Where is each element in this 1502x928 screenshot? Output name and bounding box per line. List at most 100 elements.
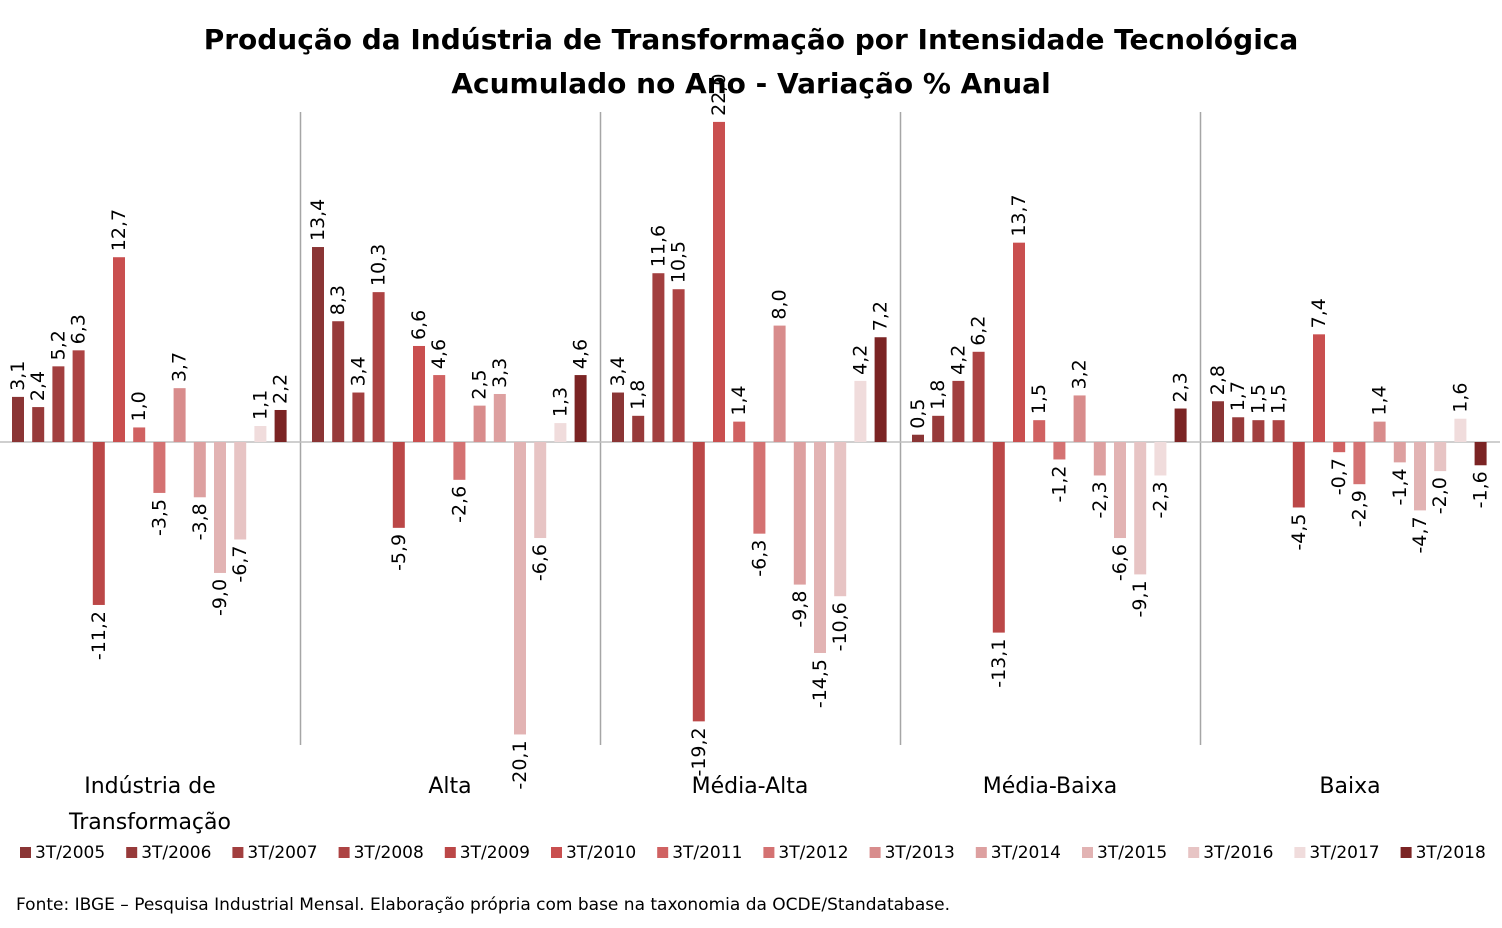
- data-label: 2,5: [469, 369, 491, 399]
- data-label: 3,4: [347, 356, 369, 386]
- legend-swatch: [126, 847, 137, 858]
- bar-3T-2011-1: [433, 375, 445, 442]
- data-label: -13,1: [988, 639, 1010, 688]
- legend-swatch: [445, 847, 456, 858]
- bar-3T-2014-4: [1394, 442, 1406, 462]
- bar-3T-2015-3: [1114, 442, 1126, 538]
- data-label: -2,3: [1149, 481, 1171, 518]
- bar-3T-2011-4: [1333, 442, 1345, 452]
- data-label: -1,2: [1048, 465, 1070, 502]
- bar-3T-2009-1: [393, 442, 405, 528]
- legend-label: 3T/2005: [35, 843, 105, 863]
- legend-swatch: [232, 847, 243, 858]
- category-label: Alta: [428, 774, 471, 799]
- bar-3T-2005-3: [912, 435, 924, 442]
- bar-3T-2011-2: [733, 422, 745, 442]
- data-label: -1,4: [1389, 468, 1411, 505]
- data-label: -9,1: [1129, 580, 1151, 617]
- data-label: -20,1: [509, 740, 531, 789]
- bar-3T-2015-0: [214, 442, 226, 573]
- bar-3T-2009-3: [993, 442, 1005, 633]
- data-label: 1,4: [1369, 385, 1391, 415]
- bar-3T-2018-1: [575, 375, 587, 442]
- bar-3T-2014-3: [1094, 442, 1106, 475]
- bar-3T-2012-1: [453, 442, 465, 480]
- bar-3T-2016-0: [234, 442, 246, 539]
- bar-3T-2013-1: [474, 406, 486, 442]
- bar-3T-2016-1: [534, 442, 546, 538]
- legend-label: 3T/2012: [778, 843, 848, 863]
- bar-3T-2008-0: [73, 350, 85, 442]
- data-label: 1,1: [249, 390, 271, 420]
- bar-3T-2015-2: [814, 442, 826, 653]
- data-label: 10,5: [668, 241, 690, 283]
- data-label: 4,2: [947, 345, 969, 375]
- data-label: -3,8: [189, 503, 211, 540]
- data-label: -6,6: [1109, 544, 1131, 581]
- data-label: 6,6: [408, 310, 430, 340]
- data-label: -5,9: [388, 534, 410, 571]
- data-label: 1,7: [1227, 381, 1249, 411]
- data-label: -10,6: [829, 602, 851, 651]
- data-label: -14,5: [809, 659, 831, 708]
- bar-3T-2012-4: [1353, 442, 1365, 484]
- bar-3T-2005-1: [312, 247, 324, 442]
- bar-3T-2006-3: [932, 416, 944, 442]
- chart-plot: 3,113,43,40,52,82,48,31,8 1,8 1,75,23,411,…: [0, 0, 1502, 928]
- data-label: 3,3: [489, 358, 511, 388]
- data-label: -0,7: [1328, 458, 1350, 495]
- data-label: 13,4: [307, 199, 329, 241]
- bar-3T-2014-1: [494, 394, 506, 442]
- bar-3T-2008-2: [673, 289, 685, 442]
- legend-swatch: [551, 847, 562, 858]
- legend-label: 3T/2013: [885, 843, 955, 863]
- legend-swatch: [870, 847, 881, 858]
- bar-3T-2011-0: [133, 427, 145, 442]
- bar-3T-2008-3: [973, 352, 985, 442]
- bar-3T-2010-3: [1013, 243, 1025, 442]
- data-label: 13,7: [1008, 194, 1030, 236]
- data-label: 7,2: [870, 301, 892, 331]
- legend-label: 3T/2010: [566, 843, 636, 863]
- data-label: 22,0: [708, 74, 730, 116]
- data-label: 2,4: [27, 371, 49, 401]
- bar-3T-2010-4: [1313, 334, 1325, 442]
- bar-3T-2010-0: [113, 257, 125, 442]
- data-label: 3,4: [607, 356, 629, 386]
- bar-3T-2007-3: [952, 381, 964, 442]
- legend-label: 3T/2017: [1309, 843, 1379, 863]
- bar-3T-2017-0: [254, 426, 266, 442]
- bar-3T-2012-2: [753, 442, 765, 534]
- bar-3T-2009-2: [693, 442, 705, 721]
- bar-3T-2014-0: [194, 442, 206, 497]
- bar-3T-2018-2: [875, 337, 887, 442]
- data-label: -11,2: [88, 611, 110, 660]
- data-label: -4,5: [1288, 513, 1310, 550]
- bar-3T-2010-2: [713, 122, 725, 442]
- data-label: 2,3: [1170, 372, 1192, 402]
- bar-3T-2006-2: [632, 416, 644, 442]
- legend-swatch: [657, 847, 668, 858]
- bar-3T-2005-4: [1212, 401, 1224, 442]
- bar-3T-2017-3: [1154, 442, 1166, 475]
- legend-swatch: [1294, 847, 1305, 858]
- bar-3T-2007-2: [652, 273, 664, 442]
- bar-3T-2017-4: [1454, 419, 1466, 442]
- bar-3T-2016-2: [834, 442, 846, 596]
- legend-label: 3T/2008: [354, 843, 424, 863]
- data-label: 8,3: [327, 285, 349, 315]
- bar-3T-2014-2: [794, 442, 806, 585]
- bar-3T-2011-3: [1033, 420, 1045, 442]
- bar-3T-2010-1: [413, 346, 425, 442]
- data-label: -6,6: [529, 544, 551, 581]
- data-label: -2,9: [1348, 490, 1370, 527]
- category-label: Média-Alta: [692, 774, 809, 799]
- legend-label: 3T/2016: [1203, 843, 1273, 863]
- bar-3T-2012-0: [153, 442, 165, 493]
- bar-3T-2005-2: [612, 393, 624, 442]
- legend-label: 3T/2007: [247, 843, 317, 863]
- source-note: Fonte: IBGE – Pesquisa Industrial Mensal…: [16, 895, 950, 915]
- bar-3T-2013-3: [1074, 395, 1086, 442]
- legend-label: 3T/2009: [460, 843, 530, 863]
- data-label: 2,2: [270, 374, 292, 404]
